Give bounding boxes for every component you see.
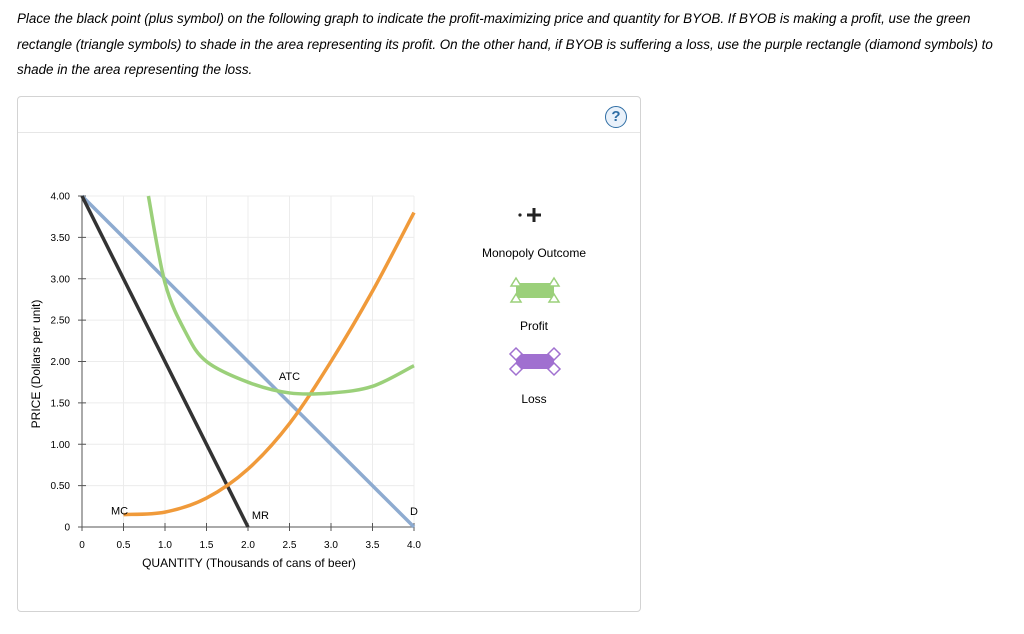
- x-tick-label: 1.0: [158, 540, 172, 551]
- x-tick-label: 3.5: [366, 540, 380, 551]
- loss-rectangle-tool[interactable]: [508, 346, 562, 377]
- y-tick-label: 1.00: [51, 440, 71, 451]
- triangle-symbol-tl: [509, 276, 523, 287]
- chart-curve-labels: ATC MC MR D: [111, 371, 418, 522]
- profit-rectangle-tool[interactable]: [509, 276, 561, 303]
- triangle-symbol-tr: [547, 276, 561, 287]
- monopoly-outcome-label: Monopoly Outcome: [482, 246, 586, 260]
- diamond-symbol-br: [546, 361, 562, 377]
- profit-label: Profit: [520, 319, 549, 333]
- panel-divider: [18, 132, 640, 133]
- y-tick-label: 1.50: [51, 398, 71, 409]
- y-tick-label: 0.50: [51, 481, 71, 492]
- curve-label-d: D: [410, 506, 418, 518]
- loss-rect-swatch: [516, 354, 554, 369]
- y-tick-label: 0: [64, 523, 70, 534]
- x-tick-label: 3.0: [324, 540, 338, 551]
- instructions-text: Place the black point (plus symbol) on t…: [17, 11, 993, 77]
- x-tick-label: 1.5: [200, 540, 214, 551]
- y-tick-label: 3.00: [51, 274, 71, 285]
- curve-mc: [123, 211, 416, 517]
- curve-label-mr: MR: [252, 510, 269, 522]
- curve-atc: [146, 195, 415, 396]
- profit-rect-swatch: [516, 283, 554, 298]
- triangle-symbol-br: [547, 292, 561, 303]
- y-tick-label: 2.50: [51, 316, 71, 327]
- help-icon[interactable]: ?: [605, 106, 627, 128]
- curve-label-mc: MC: [111, 506, 128, 518]
- x-axis-label: QUANTITY (Thousands of cans of beer): [142, 556, 356, 570]
- loss-label: Loss: [521, 392, 546, 406]
- diamond-symbol-tr: [546, 346, 562, 362]
- curve-mr: [80, 195, 250, 528]
- x-tick-label: 0: [79, 540, 85, 551]
- x-tick-label: 0.5: [117, 540, 131, 551]
- y-tick-label: 4.00: [51, 192, 71, 203]
- curve-d: [80, 194, 416, 529]
- dot-symbol: [518, 213, 522, 217]
- y-tick-label: 3.50: [51, 233, 71, 244]
- monopoly-outcome-tool[interactable]: [518, 208, 541, 222]
- x-tick-label: 2.5: [283, 540, 297, 551]
- curve-label-atc: ATC: [279, 371, 300, 383]
- chart-ticks: 0 0.5 1.0 1.5 2.0 2.5 3.0 3.5 4.000.501.001.502.…: [51, 192, 422, 552]
- diamond-symbol-bl: [508, 361, 524, 377]
- x-tick-label: 4.0: [407, 540, 421, 551]
- diamond-symbol-tl: [508, 346, 524, 362]
- y-axis-label: PRICE (Dollars per unit): [29, 300, 43, 429]
- chart-curves: [80, 194, 416, 529]
- x-tick-label: 2.0: [241, 540, 255, 551]
- y-tick-label: 2.00: [51, 357, 71, 368]
- triangle-symbol-bl: [509, 292, 523, 303]
